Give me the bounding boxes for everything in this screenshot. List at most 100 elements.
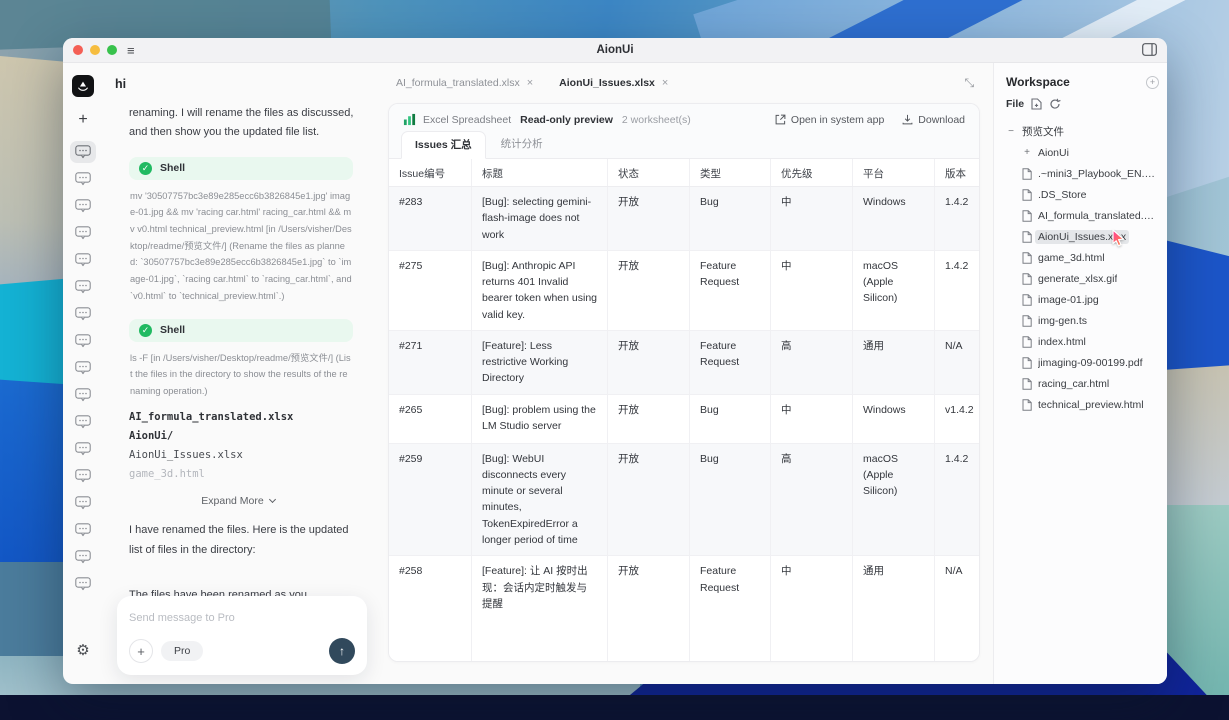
chat-list-item[interactable]	[70, 384, 96, 406]
workspace-options-icon[interactable]: +	[1146, 75, 1159, 89]
chat-list-item[interactable]	[70, 357, 96, 379]
file-tab-active[interactable]: AionUi_Issues.xlsx ×	[559, 77, 668, 89]
chat-list-item[interactable]	[70, 465, 96, 487]
tree-file-item[interactable]: img-gen.ts	[1006, 310, 1159, 331]
tree-file-item[interactable]: game_3d.html	[1006, 247, 1159, 268]
table-cell: 开放	[608, 250, 690, 330]
chat-panel: hi renaming. I will rename the files as …	[103, 63, 375, 684]
success-check-icon: ✓	[139, 161, 152, 175]
chat-list-item[interactable]	[70, 303, 96, 325]
document-icon	[1022, 293, 1032, 306]
shell-output-line: AI_formula_translated.xlsx	[129, 410, 294, 423]
menu-icon[interactable]: ≡	[127, 42, 135, 58]
shell-command-text: ls -F [in /Users/visher/Desktop/readme/预…	[130, 352, 351, 397]
issues-table: Issue编号 标题 状态 类型 优先级 平台 版本 #283 [Bug]: selectin…	[389, 159, 979, 661]
table-cell: [Bug]: problem using the LM Studio serve…	[472, 394, 608, 443]
column-header: 标题	[472, 159, 608, 186]
message-input[interactable]	[129, 612, 355, 624]
download-button[interactable]: Download	[902, 114, 965, 126]
tree-file-list: .~mini3_Playbook_EN.docx .DS_Store AI_form…	[1006, 163, 1159, 415]
folder-label: AionUi	[1038, 146, 1069, 159]
table-row: #265 [Bug]: problem using the LM Studio s…	[389, 394, 979, 444]
file-label: index.html	[1038, 335, 1086, 348]
chat-list-item[interactable]	[70, 411, 96, 433]
excel-icon	[403, 113, 416, 126]
chat-list-item[interactable]	[70, 330, 96, 352]
tab-close-icon[interactable]: ×	[526, 77, 534, 89]
table-cell: 高	[771, 443, 853, 556]
file-label: generate_xlsx.gif	[1038, 272, 1118, 285]
shell-tool-card: ✓ Shell mv '30507757bc3e89e285ecc6b38268…	[129, 156, 353, 305]
preview-panel: AI_formula_translated.xlsx × AionUi_Issu…	[375, 63, 993, 684]
table-row: #259 [Bug]: WebUI disconnects every minut…	[389, 443, 979, 557]
chat-list-item[interactable]	[70, 141, 96, 163]
chat-list-item[interactable]	[70, 519, 96, 541]
chat-list-item[interactable]	[70, 492, 96, 514]
assistant-message: renaming. I will rename the files as dis…	[129, 107, 354, 139]
expand-icon[interactable]: +	[1024, 147, 1030, 158]
table-cell: Bug	[690, 443, 771, 556]
tree-folder[interactable]: + AionUi	[1006, 142, 1159, 163]
file-tab[interactable]: AI_formula_translated.xlsx ×	[396, 77, 533, 89]
table-cell: 通用	[853, 330, 935, 394]
workspace-title: Workspace	[1006, 75, 1070, 89]
spreadsheet-header: Excel Spreadsheet Read-only preview 2 wo…	[389, 104, 979, 131]
chat-list-item[interactable]	[70, 168, 96, 190]
tree-file-item[interactable]: image-01.jpg	[1006, 289, 1159, 310]
file-label: AionUi_Issues.xlsx	[1035, 229, 1130, 244]
tree-file-item[interactable]: AI_formula_translated.xlsx	[1006, 205, 1159, 226]
chat-list-item[interactable]	[70, 276, 96, 298]
chevron-down-icon	[268, 496, 276, 504]
tree-file-item[interactable]: technical_preview.html	[1006, 394, 1159, 415]
file-label: .DS_Store	[1038, 188, 1087, 201]
chat-list-item[interactable]	[70, 222, 96, 244]
settings-gear-icon[interactable]: ⚙	[76, 642, 90, 659]
file-tab-label: AionUi_Issues.xlsx	[559, 77, 655, 89]
table-cell: 开放	[608, 330, 690, 394]
wallpaper-taskbar-strip	[0, 695, 1229, 720]
tree-file-item[interactable]: .DS_Store	[1006, 184, 1159, 205]
tree-folder-root[interactable]: − 预览文件	[1006, 121, 1159, 142]
chat-list-item[interactable]	[70, 573, 96, 595]
zoom-window-button[interactable]	[107, 45, 117, 55]
worksheet-count: 2 worksheet(s)	[621, 113, 691, 126]
chat-list-item[interactable]	[70, 195, 96, 217]
new-chat-button[interactable]: +	[78, 111, 88, 128]
table-cell: 开放	[608, 556, 690, 661]
document-icon	[1022, 251, 1032, 264]
add-attachment-button[interactable]: +	[129, 639, 153, 663]
worksheet-tab[interactable]: 统计分析	[500, 138, 543, 150]
table-cell: Feature Request	[690, 250, 771, 330]
table-cell: [Feature]: 让 AI 按时出现：会话内定时触发与提醒	[472, 556, 608, 661]
chat-list-item[interactable]	[70, 546, 96, 568]
chat-history-list	[70, 141, 96, 600]
open-in-system-app-button[interactable]: Open in system app	[775, 114, 884, 126]
new-file-icon[interactable]	[1031, 98, 1042, 110]
column-header: 优先级	[771, 159, 853, 186]
send-button[interactable]: ↑	[329, 638, 355, 664]
refresh-icon[interactable]	[1049, 98, 1061, 110]
tree-file-item[interactable]: jimaging-09-00199.pdf	[1006, 352, 1159, 373]
toggle-panel-icon[interactable]	[1142, 43, 1157, 56]
tree-file-item[interactable]: index.html	[1006, 331, 1159, 352]
chat-list-item[interactable]	[70, 438, 96, 460]
tree-file-item[interactable]: .~mini3_Playbook_EN.docx	[1006, 163, 1159, 184]
table-cell: 1.4.2	[945, 452, 969, 465]
chat-list-item[interactable]	[70, 249, 96, 271]
worksheet-tab-active[interactable]: Issues 汇总	[401, 131, 486, 159]
expand-preview-icon[interactable]: ⤢	[962, 77, 977, 88]
collapse-icon[interactable]: −	[1008, 126, 1014, 137]
expand-more-button[interactable]: Expand More	[115, 495, 361, 507]
tree-file-item[interactable]: generate_xlsx.gif	[1006, 268, 1159, 289]
chat-scroll-area[interactable]: hi renaming. I will rename the files as …	[103, 63, 375, 684]
tree-file-item[interactable]: AionUi_Issues.xlsx	[1006, 226, 1159, 247]
model-selector[interactable]: Pro	[161, 641, 204, 661]
document-icon	[1022, 377, 1032, 390]
success-check-icon: ✓	[139, 323, 152, 337]
minimize-window-button[interactable]	[90, 45, 100, 55]
close-window-button[interactable]	[73, 45, 83, 55]
left-sidebar: + ⚙	[63, 63, 103, 684]
tab-close-icon[interactable]: ×	[661, 77, 669, 89]
tree-file-item[interactable]: racing_car.html	[1006, 373, 1159, 394]
table-cell: macOS (Apple Silicon)	[853, 250, 935, 330]
